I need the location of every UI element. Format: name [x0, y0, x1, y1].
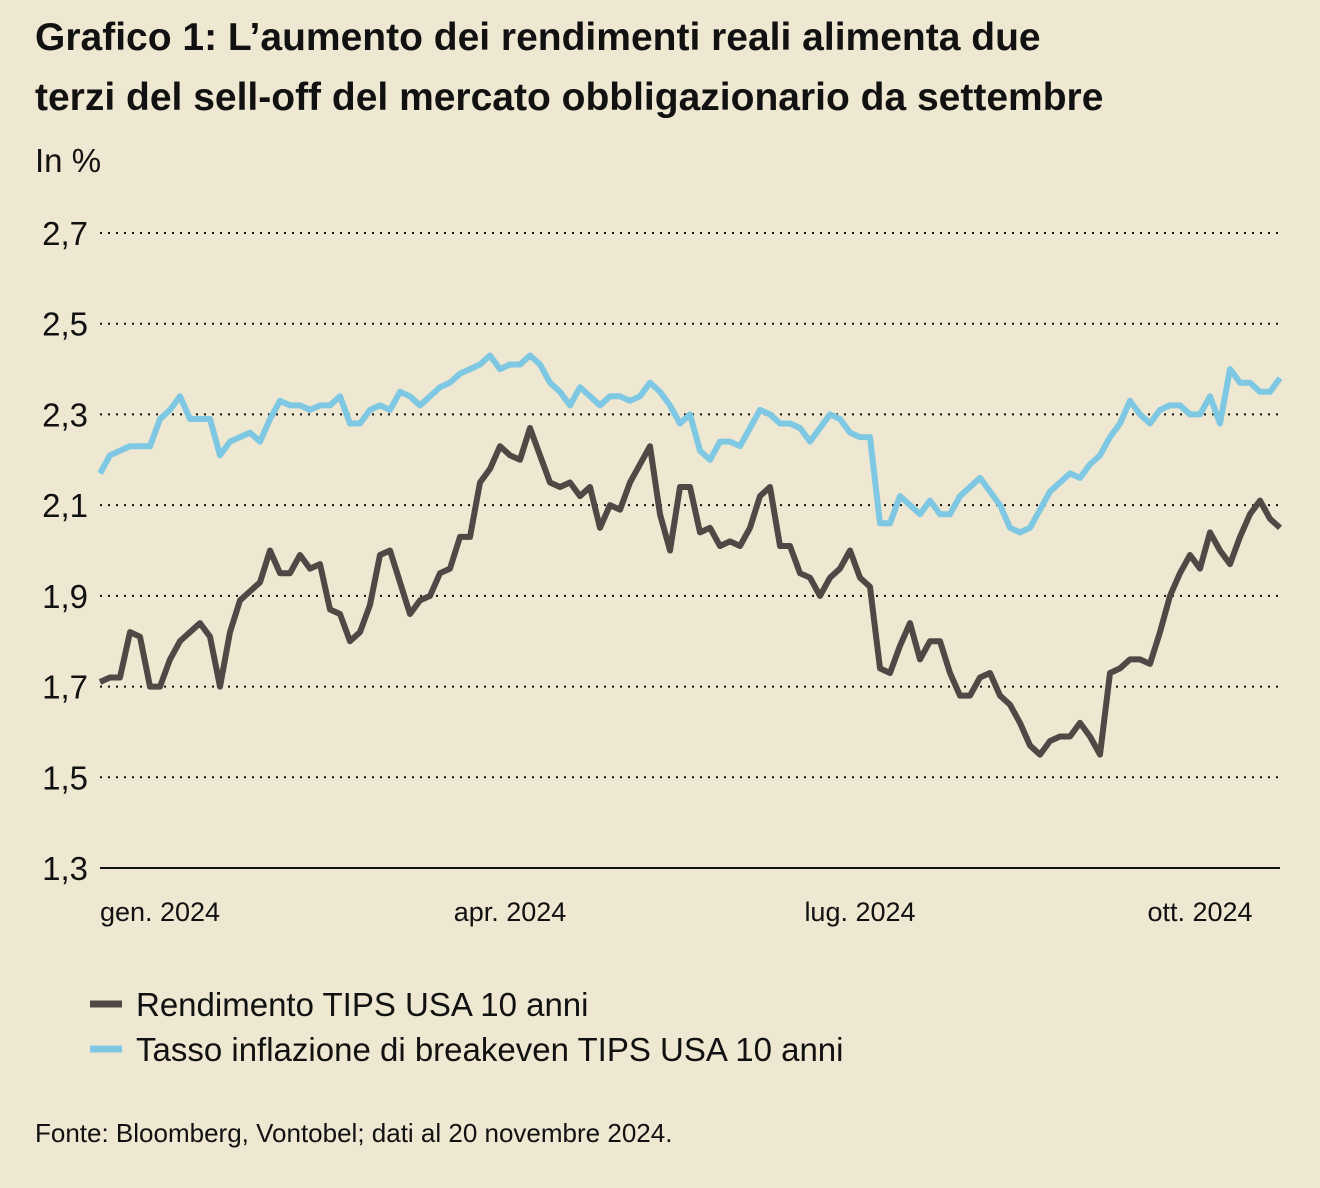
legend-label: Rendimento TIPS USA 10 anni: [136, 986, 589, 1023]
y-tick-label: 2,5: [42, 306, 88, 343]
y-tick-label: 2,7: [42, 215, 88, 252]
chart-subtitle: In %: [35, 142, 101, 179]
x-tick-label: apr. 2024: [454, 897, 567, 927]
x-tick-label: gen. 2024: [100, 897, 220, 927]
x-tick-label: ott. 2024: [1147, 897, 1252, 927]
y-tick-label: 1,5: [42, 759, 88, 796]
line-series: [98, 425, 1283, 758]
y-tick-label: 1,7: [42, 669, 88, 706]
y-tick-label: 2,1: [42, 487, 88, 524]
line-series: [97, 352, 1283, 536]
x-tick-label: lug. 2024: [804, 897, 915, 927]
legend-label: Tasso inflazione di breakeven TIPS USA 1…: [136, 1031, 844, 1068]
chart-title: Grafico 1: L’aumento dei rendimenti real…: [35, 16, 1041, 59]
y-tick-label: 1,3: [42, 850, 88, 887]
y-tick-label: 1,9: [42, 578, 88, 615]
source: Fonte: Bloomberg, Vontobel; dati al 20 n…: [35, 1118, 672, 1148]
y-tick-label: 2,3: [42, 396, 88, 433]
chart-title: terzi del sell-off del mercato obbligazi…: [35, 76, 1103, 119]
